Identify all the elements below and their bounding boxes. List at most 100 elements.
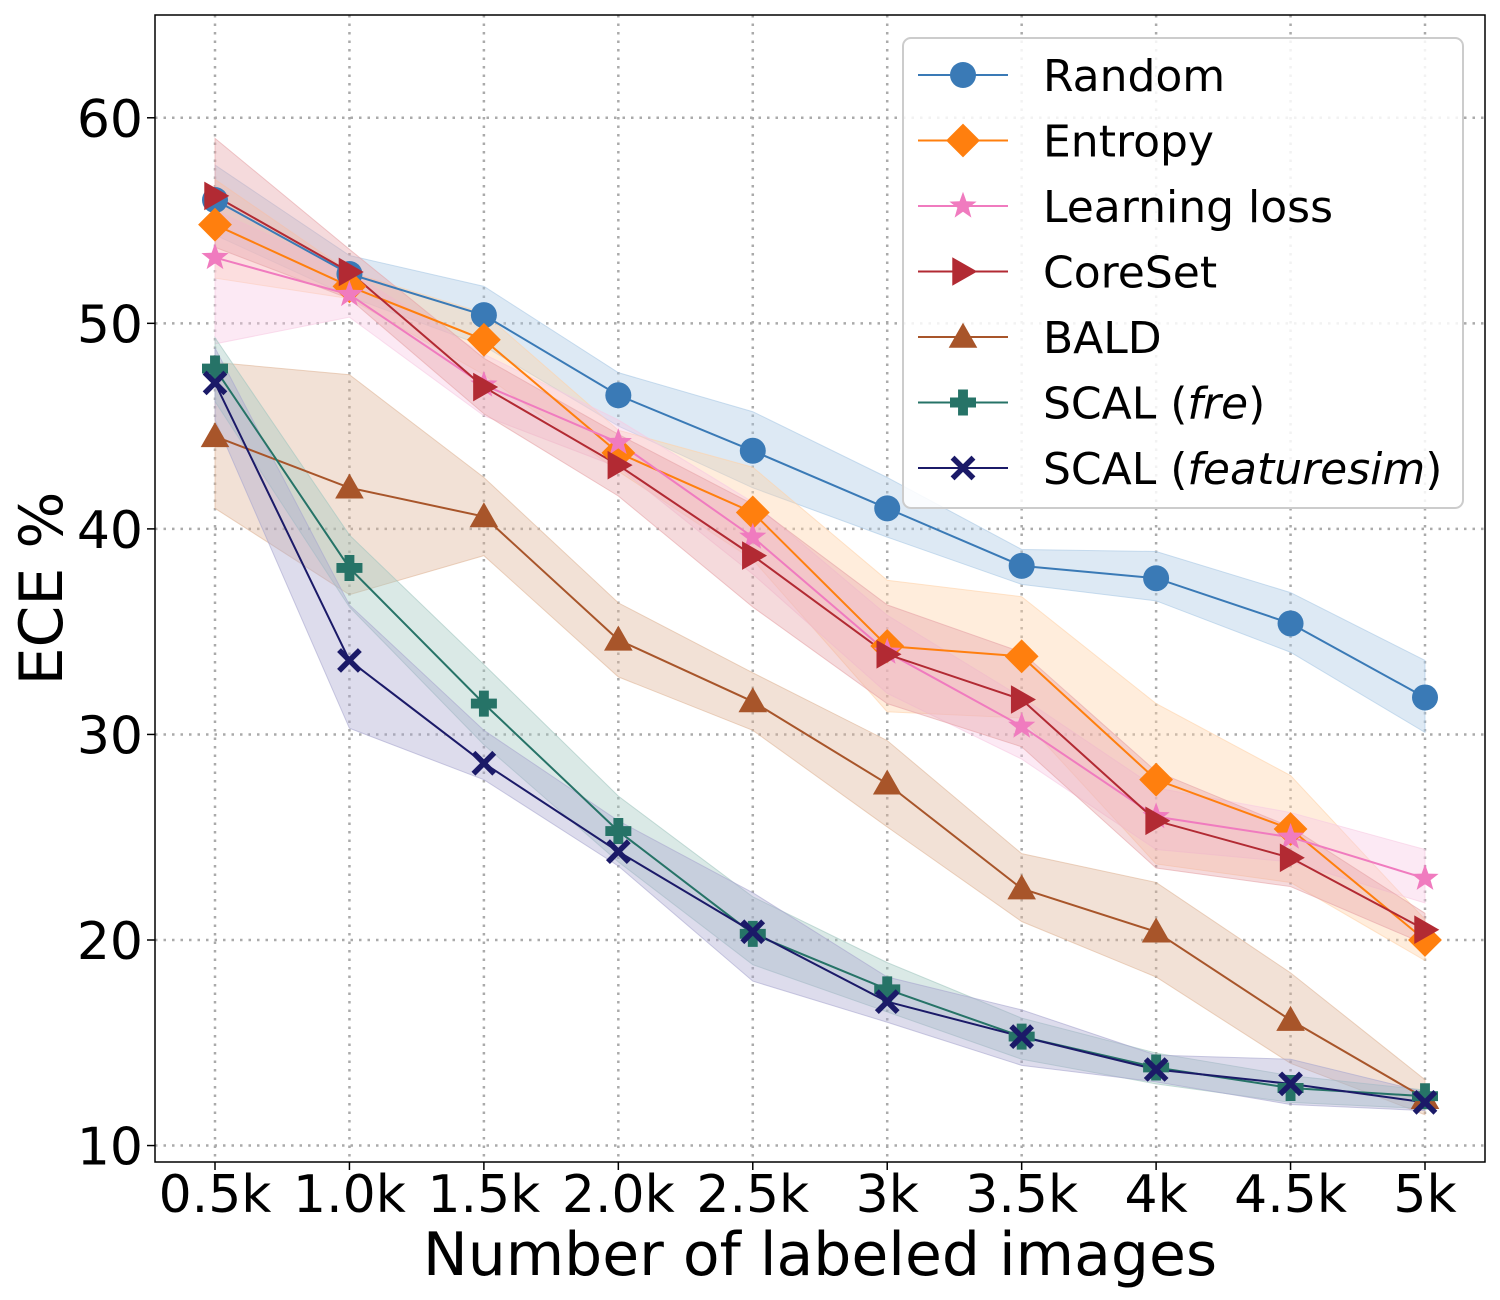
point-coreset (1010, 685, 1036, 714)
x-tick-label: 0.5k (159, 1165, 272, 1225)
legend-marker-entropy (946, 123, 980, 158)
y-tick-label: 10 (77, 1118, 143, 1178)
point-coreset (742, 541, 768, 570)
point-learning-loss (604, 428, 632, 455)
point-scal-fre (1412, 1083, 1438, 1110)
point-random (470, 302, 497, 329)
point-learning-loss (201, 243, 229, 270)
confidence-bands (214, 137, 1426, 1116)
x-tick-label: 2.5k (696, 1165, 809, 1225)
point-bald (335, 473, 364, 499)
point-bald (604, 625, 633, 651)
point-scal-featuresim (874, 989, 900, 1014)
legend-label-scal-featuresim: SCAL (featuresim) (1043, 444, 1442, 495)
point-scal-fre (202, 355, 228, 382)
line-scal-featuresim (214, 382, 1426, 1104)
legend: Random Entropy Learning loss CoreSet BALD SCA… (902, 37, 1464, 509)
point-scal-featuresim (471, 750, 497, 776)
legend-marker-learning-loss (949, 191, 977, 218)
legend-box (902, 37, 1464, 509)
point-scal-featuresim (202, 370, 228, 396)
point-random (874, 495, 901, 522)
x-tick-label: 5k (1393, 1165, 1456, 1225)
y-tick-label: 50 (77, 295, 143, 355)
y-tick-label: 30 (77, 706, 143, 766)
point-scal-featuresim (606, 839, 631, 864)
point-coreset (204, 181, 230, 211)
point-scal-featuresim (1278, 1071, 1303, 1097)
grid (155, 15, 1485, 1162)
point-coreset (338, 257, 364, 287)
plot-frame (154, 14, 1486, 1163)
point-coreset (1279, 843, 1305, 873)
y-axis-ticks: 10 20 30 40 50 60 (77, 90, 155, 1178)
point-scal-featuresim (1143, 1057, 1169, 1082)
point-scal-featuresim (740, 919, 766, 945)
point-scal-fre (605, 818, 632, 845)
y-axis-label: ECE % (7, 492, 77, 686)
band-bald (214, 361, 1426, 1116)
line-bald (214, 435, 1426, 1100)
y-tick-label: 60 (77, 90, 143, 150)
point-bald (872, 769, 902, 795)
x-tick-label: 2.0k (562, 1165, 675, 1225)
line-learning-loss (214, 256, 1426, 880)
legend-marker-bald (948, 322, 978, 348)
legend-label-learning-loss: Learning loss (1043, 182, 1333, 233)
point-coreset (607, 450, 633, 480)
point-scal-featuresim (337, 648, 362, 673)
band-scal-featuresim (214, 347, 1426, 1112)
x-tick-label: 3.5k (965, 1165, 1078, 1225)
legend-label-text: Entropy (1043, 117, 1214, 168)
point-learning-loss (1008, 711, 1036, 738)
point-learning-loss (1411, 864, 1439, 890)
point-coreset (1145, 806, 1171, 836)
point-learning-loss (335, 280, 363, 307)
point-coreset (473, 372, 499, 402)
legend-label-text: Random (1043, 51, 1225, 102)
x-tick-label: 1.0k (293, 1165, 406, 1225)
line-entropy (214, 223, 1426, 941)
line-coreset (214, 195, 1426, 931)
point-entropy (466, 322, 501, 357)
point-random (605, 382, 632, 409)
y-tick-label: 40 (77, 501, 143, 561)
legend-marker-random (950, 62, 976, 88)
legend-label-suffix: ) (1425, 444, 1442, 495)
point-scal-fre (336, 554, 363, 581)
point-random (1412, 684, 1438, 711)
point-random (739, 437, 766, 464)
series-lines (214, 195, 1426, 1104)
point-random (1008, 552, 1035, 579)
legend-label-random: Random (1043, 51, 1225, 102)
point-coreset (1414, 915, 1440, 945)
legend-marker-scal-fre (950, 389, 976, 416)
point-bald (1007, 874, 1036, 900)
legend-label-text: Learning loss (1043, 182, 1333, 233)
band-learning-loss (214, 209, 1426, 904)
legend-label-suffix: ) (1248, 379, 1265, 430)
x-tick-label: 1.5k (427, 1165, 540, 1225)
point-bald (1141, 917, 1171, 943)
line-random (214, 199, 1426, 699)
x-tick-label: 4.5k (1234, 1165, 1347, 1225)
point-scal-fre (470, 690, 497, 717)
point-entropy (1139, 762, 1174, 797)
legend-label-italic: featuresim (1187, 444, 1425, 495)
legend-label-text: BALD (1043, 313, 1162, 364)
legend-label-bald: BALD (1043, 313, 1162, 364)
point-learning-loss (1277, 822, 1305, 849)
point-entropy (1004, 639, 1039, 674)
point-bald (1276, 1005, 1305, 1031)
line-scal-fre (214, 367, 1426, 1098)
series-markers (198, 181, 1442, 1115)
point-entropy (735, 495, 770, 530)
point-bald (200, 422, 230, 448)
point-bald (469, 502, 499, 528)
point-random (1277, 610, 1304, 637)
legend-label-entropy: Entropy (1043, 117, 1214, 168)
legend-label-scal-fre: SCAL (fre) (1043, 379, 1265, 430)
legend-label-text: CoreSet (1043, 248, 1217, 299)
y-tick-label: 20 (77, 912, 143, 972)
